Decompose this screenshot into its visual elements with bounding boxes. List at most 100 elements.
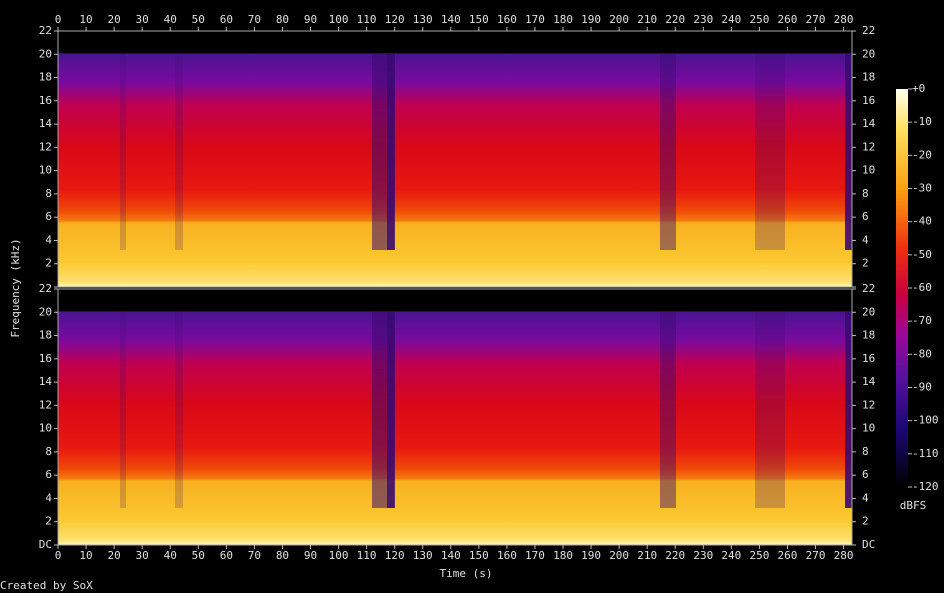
x-tick-label: 240 [721,13,741,26]
x-tick-label: 80 [276,549,289,562]
colorbar-tick-label: -110 [912,447,939,460]
colorbar [896,89,908,487]
x-tick-label: 170 [525,549,545,562]
colorbar-tick-label: -30 [912,182,932,195]
y-tick-label: 10 [39,422,52,435]
x-tick-label: 190 [581,13,601,26]
x-tick-label: 220 [665,549,685,562]
y-tick-label: 22 [39,282,52,295]
colorbar-tick-label: -50 [912,248,932,261]
spectrogram-streak [755,54,785,250]
panel-border [57,288,853,546]
y-tick-label: 22 [862,282,875,295]
colorbar-tick-label: -120 [912,480,939,493]
spectrogram-streak [845,312,852,508]
y-tick-label: 16 [39,352,52,365]
y-tick-label: 6 [862,210,869,223]
x-tick-label: 80 [276,13,289,26]
x-tick-label: 90 [304,13,317,26]
colorbar-tick-label: -20 [912,148,932,161]
colorbar-tick-label: -100 [912,414,939,427]
x-tick-label: 130 [413,13,433,26]
spectrogram-streak [845,54,852,250]
x-tick-label: 230 [693,13,713,26]
x-tick-label: 60 [220,13,233,26]
spectrogram-streak [660,54,676,250]
x-tick-label: 210 [637,549,657,562]
x-tick-label: 160 [497,549,517,562]
colorbar-label: dBFS [900,499,927,512]
x-tick-label: 60 [220,549,233,562]
x-tick-label: 200 [609,13,629,26]
y-tick-label: 10 [39,164,52,177]
y-tick-label: 6 [862,468,869,481]
y-tick-label: 8 [45,187,52,200]
x-tick-label: 10 [79,13,92,26]
colorbar-tick-label: -80 [912,347,932,360]
y-tick-label: 20 [39,305,52,318]
x-tick-label: 20 [107,13,120,26]
x-tick-label: 220 [665,13,685,26]
x-tick-label: 200 [609,549,629,562]
y-tick-label: 18 [862,329,875,342]
x-tick-label: 20 [107,549,120,562]
y-tick-label: 6 [45,210,52,223]
y-tick-label: 8 [45,445,52,458]
x-tick-label: 0 [55,13,62,26]
y-tick-label: 22 [862,24,875,37]
x-tick-label: 180 [553,13,573,26]
x-tick-label: 130 [413,549,433,562]
x-tick-label: 50 [192,549,205,562]
colorbar-tick-label: -90 [912,381,932,394]
x-tick-label: 150 [469,13,489,26]
spectrogram-panel [58,31,852,287]
spectrogram-streak [120,54,126,250]
x-tick-label: 140 [441,549,461,562]
y-tick-label: 16 [862,352,875,365]
y-tick-label: 18 [39,71,52,84]
y-tick-label: 14 [39,375,53,388]
y-tick-label: 12 [862,398,875,411]
y-tick-label: 18 [39,329,52,342]
x-tick-label: 40 [164,549,177,562]
y-tick-label: 10 [862,422,875,435]
x-axis-label: Time (s) [440,567,493,580]
x-tick-label: 280 [834,549,854,562]
x-tick-label: 70 [248,549,261,562]
y-tick-label: 2 [862,257,869,270]
y-tick-label: 16 [39,94,52,107]
y-tick-label: 20 [39,47,52,60]
colorbar-tick-label: -40 [912,215,932,228]
y-tick-label: 2 [45,257,52,270]
x-tick-label: 110 [357,13,377,26]
x-tick-label: 250 [749,549,769,562]
x-tick-label: 10 [79,549,92,562]
y-tick-label: 4 [45,491,52,504]
x-tick-label: 280 [834,13,854,26]
y-tick-label: 2 [45,515,52,528]
y-tick-label: 22 [39,24,52,37]
y-tick-label: 20 [862,47,875,60]
spectrogram-panel [58,289,852,545]
x-tick-label: 40 [164,13,177,26]
x-tick-label: 110 [357,549,377,562]
y-tick-label: 2 [862,515,869,528]
x-tick-label: 70 [248,13,261,26]
x-tick-label: 140 [441,13,461,26]
colorbar-tick-label: -60 [912,281,932,294]
y-tick-label: 6 [45,468,52,481]
y-tick-label: 4 [45,233,52,246]
x-tick-label: 190 [581,549,601,562]
y-tick-label: 8 [862,445,869,458]
y-axis-label: Frequency (kHz) [9,238,22,337]
y-tick-label: 4 [862,491,869,504]
y-tick-label: 12 [39,140,52,153]
y-tick-label: 14 [39,117,53,130]
x-tick-label: 250 [749,13,769,26]
x-tick-label: 120 [385,13,405,26]
colorbar-tick-label: +0 [912,82,925,95]
colorbar-tick-label: -10 [912,115,932,128]
x-tick-label: 260 [778,13,798,26]
x-tick-label: 230 [693,549,713,562]
